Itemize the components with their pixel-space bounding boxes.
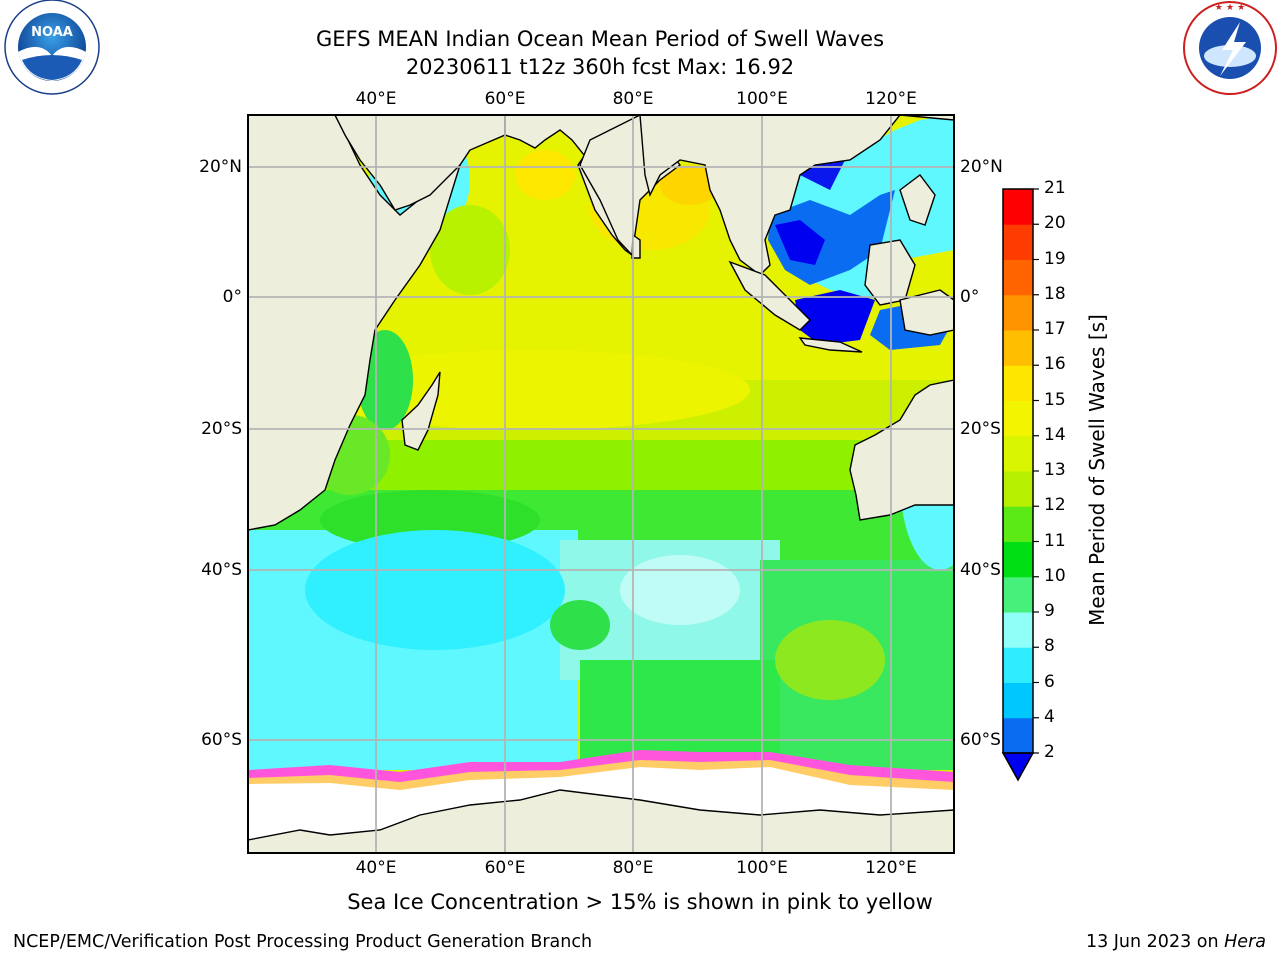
lat-tick-left: 20°S: [201, 419, 242, 439]
lon-tick-bottom: 100°E: [736, 858, 788, 878]
colorbar-tick-label: 2: [1044, 742, 1055, 762]
chart-subtitle: 20230611 t12z 360h fcst Max: 16.92: [405, 55, 795, 79]
madagascar-landmass: [401, 371, 441, 451]
antarctica-landmass: [248, 789, 954, 853]
colorbar-bin: [1003, 435, 1033, 472]
lon-tick-bottom: 120°E: [865, 858, 917, 878]
lon-tick-bottom: 60°E: [484, 858, 526, 878]
colorbar-bin: [1003, 330, 1033, 366]
colorbar-tick-label: 21: [1044, 178, 1066, 198]
lat-tick-left: 20°N: [199, 157, 242, 177]
lon-tick-top: 80°E: [612, 89, 654, 109]
lon-tick-bottom: 40°E: [355, 858, 397, 878]
sumatra-landmass: [728, 260, 811, 331]
lon-tick-bottom: 80°E: [612, 858, 654, 878]
lon-tick-top: 60°E: [484, 89, 526, 109]
colorbar-tick-label: 16: [1044, 354, 1066, 375]
footer-date: 13 Jun 2023 on Hera: [1086, 932, 1266, 952]
colorbar-bin: [1003, 224, 1033, 260]
colorbar-tick-label: 10: [1044, 565, 1066, 586]
colorbar-bin: [1003, 717, 1033, 754]
lat-tick-left: 60°S: [201, 730, 242, 750]
lat-tick-right: 40°S: [960, 560, 1001, 580]
lat-tick-left: 40°S: [201, 560, 242, 580]
colorbar-bin: [1003, 294, 1033, 331]
lon-tick-top: 120°E: [865, 89, 917, 109]
chart-title: GEFS MEAN Indian Ocean Mean Period of Sw…: [315, 27, 885, 51]
southeast-asia-landmass: [639, 115, 954, 276]
svg-text:★ ★ ★: ★ ★ ★: [1215, 3, 1245, 13]
colorbar: [1001, 188, 1039, 782]
lat-tick-left: 0°: [222, 287, 242, 307]
lat-tick-right: 60°S: [960, 730, 1001, 750]
colorbar-bin: [1003, 506, 1033, 542]
lon-tick-top: 40°E: [355, 89, 397, 109]
colorbar-tick-label: 12: [1044, 495, 1066, 516]
colorbar-tick-label: 19: [1044, 248, 1066, 269]
lat-tick-right: 0°: [960, 287, 980, 307]
colorbar-tick-label: 17: [1044, 319, 1066, 339]
australia-landmass: [849, 379, 954, 521]
colorbar-label-text: Mean Period of Swell Waves [s]: [1085, 314, 1109, 626]
colorbar-extend-arrow: [1001, 752, 1035, 782]
colorbar-bin: [1003, 400, 1033, 437]
colorbar-tick-label: 11: [1044, 530, 1066, 551]
colorbar-bin: [1003, 259, 1033, 296]
colorbar-tick-label: 8: [1044, 636, 1055, 657]
lat-tick-right: 20°N: [960, 157, 1003, 177]
lon-tick-top: 100°E: [736, 89, 788, 109]
map-frame: [247, 114, 955, 854]
graticule: [248, 115, 954, 853]
noaa-logo: NOAA: [4, 0, 100, 95]
land-masses: [248, 115, 954, 853]
colorbar-tick-label: 14: [1044, 424, 1066, 445]
colorbar-tick-label: 6: [1044, 671, 1055, 692]
colorbar-bin: [1003, 576, 1033, 613]
africa-landmass: [248, 115, 462, 531]
colorbar-bin: [1003, 365, 1033, 401]
colorbar-bin: [1003, 471, 1033, 507]
colorbar-bin: [1003, 647, 1033, 683]
colorbar-bin: [1003, 682, 1033, 719]
colorbar-bin: [1003, 541, 1033, 578]
java-landmass: [798, 337, 863, 353]
noaa-logo-text: NOAA: [31, 25, 73, 40]
lat-tick-right: 20°S: [960, 419, 1001, 439]
colorbar-bin: [1003, 612, 1033, 648]
colorbar-bin: [1003, 189, 1033, 225]
colorbar-tick-label: 20: [1044, 213, 1066, 234]
colorbar-tick-label: 4: [1044, 706, 1055, 727]
colorbar-tick-label: 13: [1044, 460, 1066, 480]
colorbar-tick-label: 9: [1044, 601, 1055, 621]
colorbar-tick-label: 18: [1044, 283, 1066, 304]
footer-date-text: 13 Jun 2023 on: [1085, 932, 1225, 952]
nws-logo: ★ ★ ★: [1183, 1, 1277, 95]
footer-host: Hera: [1224, 932, 1266, 952]
footer-credit: NCEP/EMC/Verification Post Processing Pr…: [13, 932, 593, 952]
sea-ice-caption: Sea Ice Concentration > 15% is shown in …: [347, 890, 933, 914]
colorbar-tick-label: 15: [1044, 389, 1066, 410]
